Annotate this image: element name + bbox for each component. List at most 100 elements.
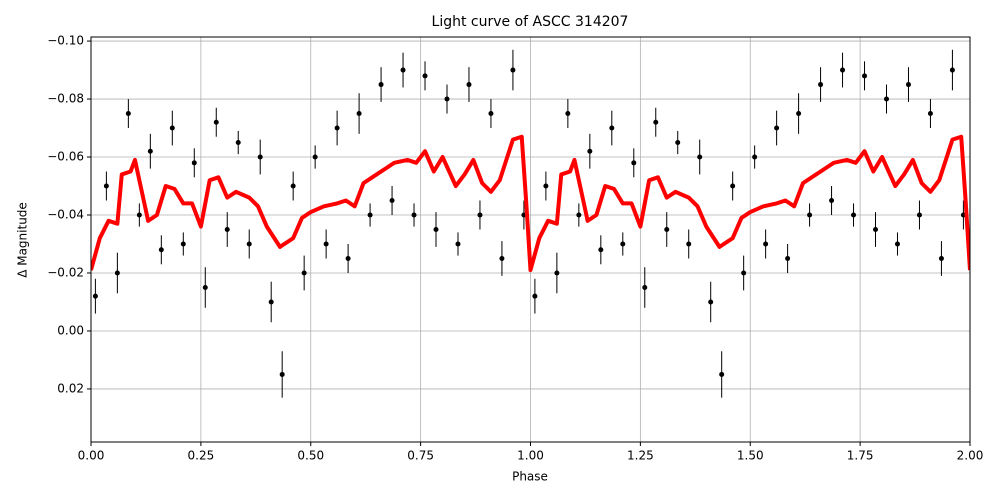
data-point [191, 160, 197, 166]
plot-frame [90, 36, 971, 443]
data-point [708, 299, 714, 305]
data-point [862, 73, 868, 79]
x-tick-label: 2.00 [957, 449, 984, 463]
data-point [840, 67, 846, 73]
x-tick-label: 1.75 [847, 449, 874, 463]
data-point [796, 111, 802, 117]
data-point [290, 183, 296, 189]
data-point [620, 241, 626, 247]
data-point [576, 212, 582, 218]
data-point [565, 111, 571, 117]
x-tick-label: 0.50 [297, 449, 324, 463]
data-point [873, 226, 879, 232]
y-tick-label: 0.00 [57, 323, 84, 337]
data-point [609, 125, 615, 131]
data-point [686, 241, 692, 247]
data-point [598, 247, 604, 253]
data-point [114, 270, 120, 276]
data-point [367, 212, 373, 218]
data-point [532, 293, 538, 299]
data-point [763, 241, 769, 247]
y-tick-label: −0.06 [47, 150, 84, 164]
data-point [334, 125, 340, 131]
data-point [224, 226, 230, 232]
y-tick-label: −0.02 [47, 265, 84, 279]
data-point [851, 212, 857, 218]
data-point [719, 371, 725, 377]
data-point [510, 67, 516, 73]
y-tick-label: −0.04 [47, 208, 84, 222]
x-tick-label: 0.25 [188, 449, 215, 463]
data-point [169, 125, 175, 131]
data-point [741, 270, 747, 276]
data-point [213, 119, 219, 125]
data-point [158, 247, 164, 253]
x-tick-label: 0.75 [407, 449, 434, 463]
data-point [883, 96, 889, 102]
x-tick-label: 1.00 [517, 449, 544, 463]
data-point [829, 198, 835, 204]
data-point [136, 212, 142, 218]
data-point [400, 67, 406, 73]
data-point [807, 212, 813, 218]
data-point [905, 82, 911, 88]
plot-area [91, 49, 970, 398]
data-point [653, 119, 659, 125]
data-point [587, 148, 593, 154]
data-point [466, 82, 472, 88]
data-point [664, 226, 670, 232]
data-point [301, 270, 307, 276]
data-point [345, 255, 351, 261]
data-point [235, 140, 241, 146]
data-point [180, 241, 186, 247]
data-point [916, 212, 922, 218]
data-point [927, 111, 933, 117]
data-point [554, 270, 560, 276]
data-point [279, 371, 285, 377]
data-point [949, 67, 955, 73]
data-point [818, 82, 824, 88]
data-point [378, 82, 384, 88]
y-tick-label: 0.02 [57, 381, 84, 395]
data-point [444, 96, 450, 102]
data-point [323, 241, 329, 247]
trend-line [91, 134, 970, 273]
data-point [389, 198, 395, 204]
x-tick-label: 0.00 [78, 449, 105, 463]
data-point [499, 255, 505, 261]
data-point [411, 212, 417, 218]
data-point [356, 111, 362, 117]
chart-title: Light curve of ASCC 314207 [432, 14, 629, 30]
data-point [455, 241, 461, 247]
data-point [312, 154, 318, 160]
data-point [477, 212, 483, 218]
data-point [422, 73, 428, 79]
x-axis-label: Phase [512, 470, 548, 484]
data-point [894, 241, 900, 247]
data-point [631, 160, 637, 166]
data-point [246, 241, 252, 247]
data-point [730, 183, 736, 189]
data-point [543, 183, 549, 189]
data-point [103, 183, 109, 189]
data-point [125, 111, 131, 117]
y-axis-label: Δ Magnitude [16, 202, 30, 278]
x-tick-label: 1.50 [737, 449, 764, 463]
y-tick-label: −0.10 [47, 34, 84, 48]
data-point [147, 148, 153, 154]
data-point [785, 255, 791, 261]
data-point [642, 284, 648, 290]
data-point [774, 125, 780, 131]
data-point [752, 154, 758, 160]
data-point [268, 299, 274, 305]
data-point [697, 154, 703, 160]
x-tick-label: 1.25 [627, 449, 654, 463]
y-tick-label: −0.08 [47, 92, 84, 106]
data-point [433, 226, 439, 232]
data-point [92, 293, 98, 299]
data-point [488, 111, 494, 117]
data-point [675, 140, 681, 146]
data-point [202, 284, 208, 290]
data-point [257, 154, 263, 160]
